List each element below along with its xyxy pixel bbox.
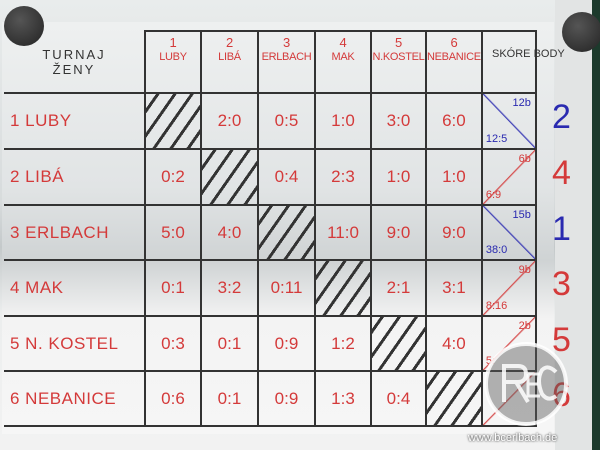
match-result: 9:0 <box>425 204 483 261</box>
team-name: 4 MAK <box>4 259 146 317</box>
points: 12b <box>512 97 531 109</box>
points-score-cell: 9b 8:16 <box>480 259 537 317</box>
team-name: 2 LIBÁ <box>4 148 146 206</box>
match-result: 0:1 <box>200 370 259 427</box>
points: 2b <box>518 320 531 332</box>
match-result: 4:0 <box>200 204 259 261</box>
match-result: 0:4 <box>370 370 427 427</box>
points-score-cell: 15b 38:0 <box>480 204 537 261</box>
team-name: 1 LUBY <box>4 92 146 150</box>
hatched-cell <box>257 204 316 261</box>
table-row: 2 LIBÁ 0:2 0:4 2:3 1:0 1:0 6b 6:9 <box>4 148 537 206</box>
match-result: 11:0 <box>314 204 372 261</box>
match-result: 0:6 <box>144 370 202 427</box>
table-row: 3 ERLBACH 5:0 4:0 11:0 9:0 9:0 15b 38:0 <box>4 204 537 261</box>
match-result: 1:3 <box>314 370 372 427</box>
column-header: 5 N.KOSTEL <box>370 30 427 94</box>
points-score-cell: 12b 12:5 <box>480 92 537 150</box>
rank: 1 <box>552 210 571 248</box>
rank: 2 <box>552 98 571 136</box>
column-header: 4 MAK <box>314 30 372 94</box>
points: 15b <box>512 209 531 221</box>
rank: 4 <box>552 154 571 192</box>
column-header: 6 NEBANICE <box>425 30 483 94</box>
hatched-cell <box>200 148 259 206</box>
hatched-cell <box>425 370 483 427</box>
table-row: 1 LUBY 2:0 0:5 1:0 3:0 6:0 12b 12:5 <box>4 92 537 150</box>
score: 8:16 <box>485 300 508 312</box>
points-score-cell: 2b 5: <box>480 315 537 372</box>
match-result: 1:0 <box>314 92 372 150</box>
points-score-cell: 6b 6:9 <box>480 148 537 206</box>
board-edge <box>592 0 600 450</box>
match-result: 0:1 <box>144 259 202 317</box>
hatched-cell <box>370 315 427 372</box>
magnet-icon <box>562 12 600 52</box>
team-name: 3 ERLBACH <box>4 204 146 261</box>
match-result: 0:1 <box>200 315 259 372</box>
match-result: 0:9 <box>257 370 316 427</box>
match-result: 6:0 <box>425 92 483 150</box>
match-result: 2:0 <box>200 92 259 150</box>
table-row: 5 N. KOSTEL 0:3 0:1 0:9 1:2 4:0 2b 5: <box>4 315 537 372</box>
match-result: 0:3 <box>144 315 202 372</box>
score: 6:9 <box>485 189 502 201</box>
score-points-header: SKÓRE BODY <box>492 48 565 60</box>
hatched-cell <box>144 92 202 150</box>
match-result: 3:0 <box>370 92 427 150</box>
match-result: 3:2 <box>200 259 259 317</box>
column-header: 2 LIBÁ <box>200 30 259 94</box>
watermark-url: www.bcerlbach.de <box>468 432 558 444</box>
column-header: 1 LUBY <box>144 30 202 94</box>
score: 5: <box>485 355 496 367</box>
rank: 6 <box>552 376 571 414</box>
match-result: 5:0 <box>144 204 202 261</box>
match-result: 0:5 <box>257 92 316 150</box>
team-name: 5 N. KOSTEL <box>4 315 146 372</box>
score: 38:0 <box>485 244 508 256</box>
match-result: 9:0 <box>370 204 427 261</box>
column-header: 3 ERLBACH <box>257 30 316 94</box>
match-result: 0:4 <box>257 148 316 206</box>
match-result: 3:1 <box>425 259 483 317</box>
match-result: 0:9 <box>257 315 316 372</box>
table-row: 6 NEBANICE 0:6 0:1 0:9 1:3 0:4 <box>4 370 537 427</box>
team-name: 6 NEBANICE <box>4 370 146 427</box>
points-score-cell <box>480 370 537 427</box>
rank: 3 <box>552 265 571 303</box>
match-result: 0:11 <box>257 259 316 317</box>
match-result: 1:2 <box>314 315 372 372</box>
match-result: 4:0 <box>425 315 483 372</box>
match-result: 0:2 <box>144 148 202 206</box>
hatched-cell <box>314 259 372 317</box>
score: 12:5 <box>485 133 508 145</box>
points: 6b <box>518 153 531 165</box>
rank: 5 <box>552 321 571 359</box>
match-result: 1:0 <box>425 148 483 206</box>
points: 9b <box>518 264 531 276</box>
score-column-header <box>480 30 537 94</box>
table-title: TURNAJ ŽENY <box>4 31 146 94</box>
match-result: 2:3 <box>314 148 372 206</box>
table-row: 4 MAK 0:1 3:2 0:11 2:1 3:1 9b 8:16 <box>4 259 537 317</box>
match-result: 1:0 <box>370 148 427 206</box>
match-result: 2:1 <box>370 259 427 317</box>
results-table: TURNAJ ŽENY 1 LUBY 2 LIBÁ 3 ERLBACH 4 MAK 5 N.KOST… <box>4 30 537 427</box>
